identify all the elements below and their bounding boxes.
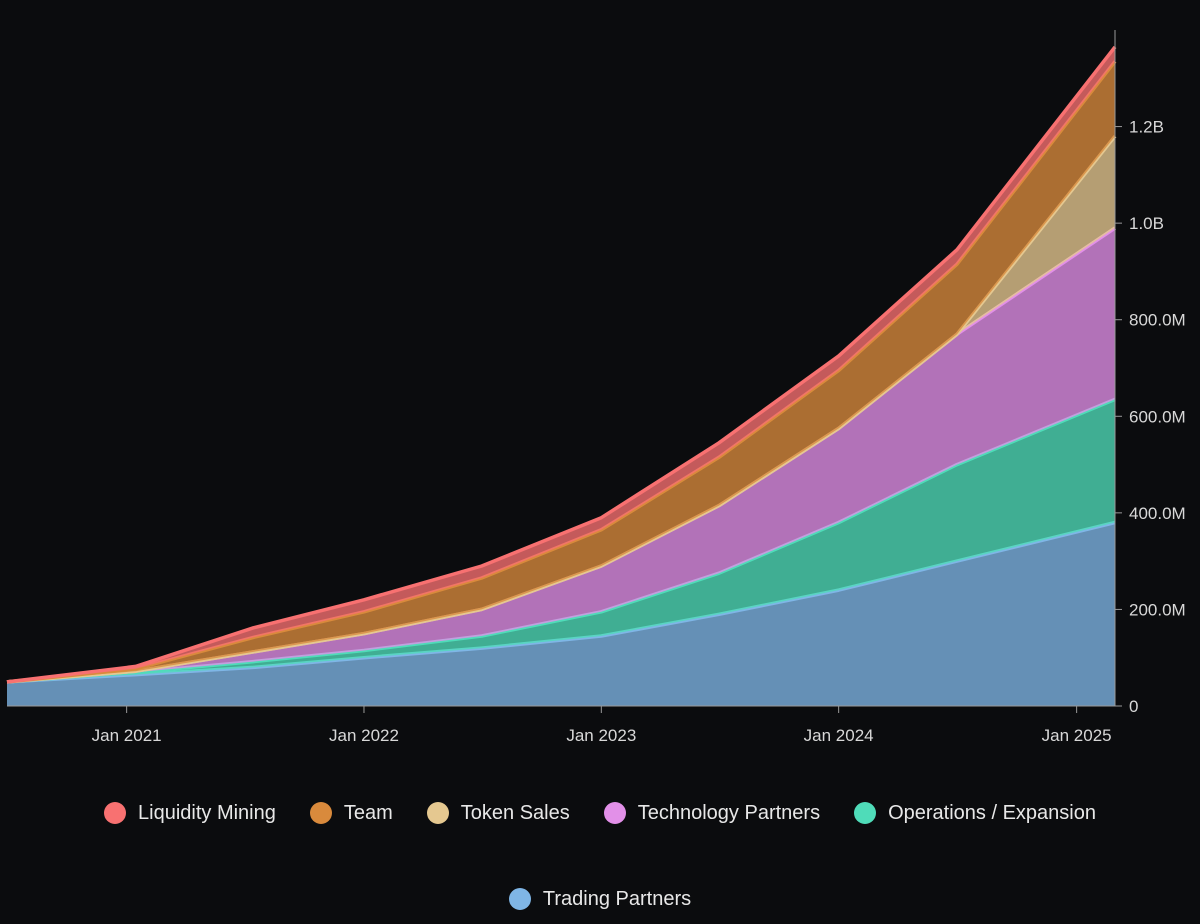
x-tick-label: Jan 2021 (92, 726, 162, 745)
x-tick-label: Jan 2025 (1042, 726, 1112, 745)
legend-label: Trading Partners (542, 887, 692, 910)
team-swatch (309, 802, 332, 824)
operations-expansion-area (7, 399, 1115, 682)
x-tick-label: Jan 2022 (329, 726, 399, 745)
y-tick-label: 400.0M (1129, 504, 1186, 523)
legend-label: Token Sales (460, 801, 570, 824)
legend-label: Liquidity Mining (138, 801, 276, 824)
legend-item-liquidity-mining[interactable]: Liquidity Mining (104, 800, 276, 826)
x-tick-label: Jan 2023 (566, 726, 636, 745)
legend-label: Technology Partners (637, 801, 821, 824)
team-area (7, 61, 1115, 682)
legend-label: Team (343, 801, 393, 824)
legend-label: Operations / Expansion (888, 801, 1096, 824)
legend-item-technology-partners[interactable]: Technology Partners (603, 800, 821, 826)
operations-expansion-swatch (854, 802, 877, 824)
y-tick-label: 200.0M (1129, 600, 1186, 619)
token-sales-swatch (426, 802, 449, 824)
liquidity-mining-swatch (104, 802, 127, 824)
technology-partners-area (7, 228, 1115, 682)
technology-partners-swatch (603, 802, 626, 824)
chart-area: 0 200.0M 400.0M 600.0M 800.0M 1.0B 1.2B Jan 202… (6, 30, 1186, 745)
y-tick-label: 800.0M (1129, 311, 1186, 330)
y-tick-label: 1.2B (1129, 118, 1164, 137)
trading-partners-swatch (508, 888, 531, 910)
y-tick-label: 1.0B (1129, 214, 1164, 233)
y-tick-label: 600.0M (1129, 407, 1186, 426)
liquidity-mining-line (6, 45, 1117, 684)
legend-item-team[interactable]: Team (309, 800, 393, 826)
legend-item-trading-partners[interactable]: Trading Partners (508, 886, 692, 912)
legend-item-operations-expansion[interactable]: Operations / Expansion (854, 800, 1096, 826)
legend-item-token-sales[interactable]: Token Sales (426, 800, 570, 826)
stacked-area-chart: 0 200.0M 400.0M 600.0M 800.0M 1.0B 1.2B Jan 202… (6, 30, 1186, 745)
x-tick-label: Jan 2024 (804, 726, 874, 745)
y-tick-label: 0 (1129, 697, 1138, 716)
legend: Liquidity Mining Team Token Sales Techno… (0, 800, 1200, 912)
trading-partners-area (7, 522, 1115, 706)
